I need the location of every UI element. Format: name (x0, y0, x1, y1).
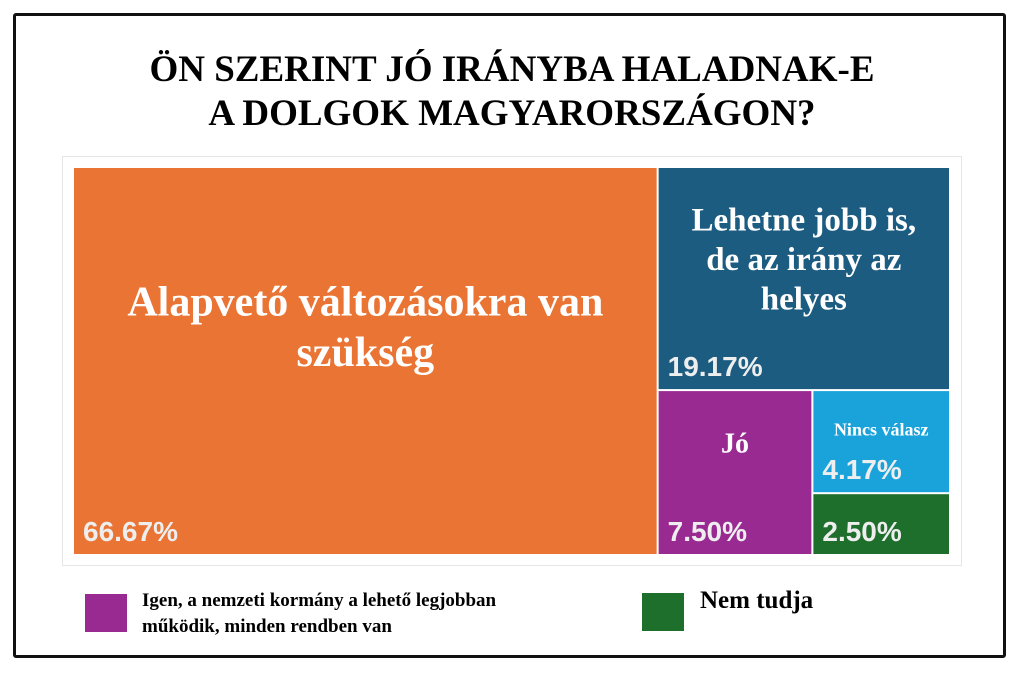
treemap-cell-1 (658, 168, 949, 390)
treemap-cell-4 (813, 494, 949, 554)
treemap-value-1: 19.17% (668, 351, 763, 382)
legend-swatch-green (642, 593, 684, 631)
treemap-value-3: 4.17% (822, 454, 901, 485)
treemap-cell-0 (74, 168, 657, 554)
chart-title-line-1: ÖN SZERINT JÓ IRÁNYBA HALADNAK-E (149, 49, 875, 90)
treemap-label-1: Lehetne jobb is, de az irány az helyes (692, 202, 917, 317)
treemap-cell-3 (813, 391, 949, 493)
plot-area (62, 156, 962, 566)
treemap-label-2: Jó (721, 429, 749, 460)
treemap-cell-2 (658, 391, 812, 554)
legend-label-green: Nem tudja (700, 587, 814, 614)
treemap-label-0: Alapvető változásokra van szükség (127, 280, 603, 376)
legend-swatch-purple (85, 594, 127, 632)
chart-title-line-2: A DOLGOK MAGYARORSZÁGON? (208, 93, 816, 134)
chart-title: ÖN SZERINT JÓ IRÁNYBA HALADNAK-E A DOLGO… (60, 48, 964, 136)
treemap-value-0: 66.67% (83, 516, 178, 547)
treemap-label-3: Nincs válasz (834, 420, 929, 440)
legend-label-purple: Igen, a nemzeti kormány a lehető legjobb… (142, 590, 497, 637)
treemap-value-4: 2.50% (822, 516, 901, 547)
treemap-value-2: 7.50% (668, 516, 747, 547)
